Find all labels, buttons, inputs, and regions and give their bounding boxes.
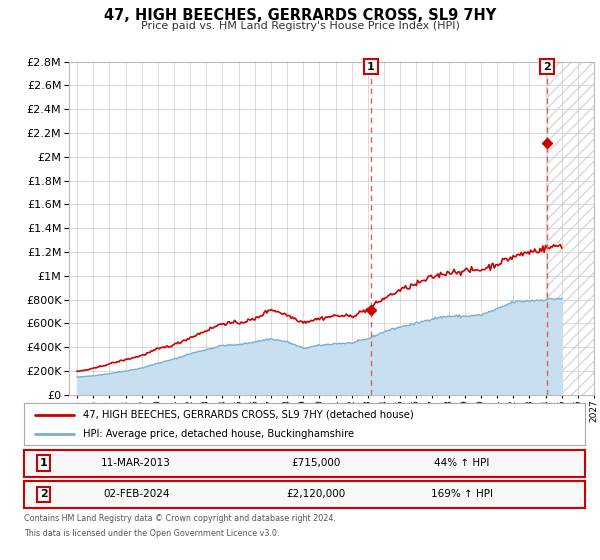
Text: 1: 1 (40, 458, 47, 468)
Text: £715,000: £715,000 (291, 458, 340, 468)
Text: 2: 2 (40, 489, 47, 500)
Text: 44% ↑ HPI: 44% ↑ HPI (434, 458, 489, 468)
Text: Price paid vs. HM Land Registry's House Price Index (HPI): Price paid vs. HM Land Registry's House … (140, 21, 460, 31)
Text: Contains HM Land Registry data © Crown copyright and database right 2024.: Contains HM Land Registry data © Crown c… (24, 514, 336, 522)
Text: 47, HIGH BEECHES, GERRARDS CROSS, SL9 7HY: 47, HIGH BEECHES, GERRARDS CROSS, SL9 7H… (104, 8, 496, 24)
Text: 1: 1 (367, 62, 375, 72)
Text: 47, HIGH BEECHES, GERRARDS CROSS, SL9 7HY (detached house): 47, HIGH BEECHES, GERRARDS CROSS, SL9 7H… (83, 409, 413, 419)
Text: This data is licensed under the Open Government Licence v3.0.: This data is licensed under the Open Gov… (24, 529, 280, 538)
Text: 2: 2 (543, 62, 551, 72)
Text: 02-FEB-2024: 02-FEB-2024 (103, 489, 169, 500)
Text: 169% ↑ HPI: 169% ↑ HPI (431, 489, 493, 500)
Text: 11-MAR-2013: 11-MAR-2013 (101, 458, 171, 468)
Text: £2,120,000: £2,120,000 (286, 489, 346, 500)
Text: HPI: Average price, detached house, Buckinghamshire: HPI: Average price, detached house, Buck… (83, 429, 354, 439)
